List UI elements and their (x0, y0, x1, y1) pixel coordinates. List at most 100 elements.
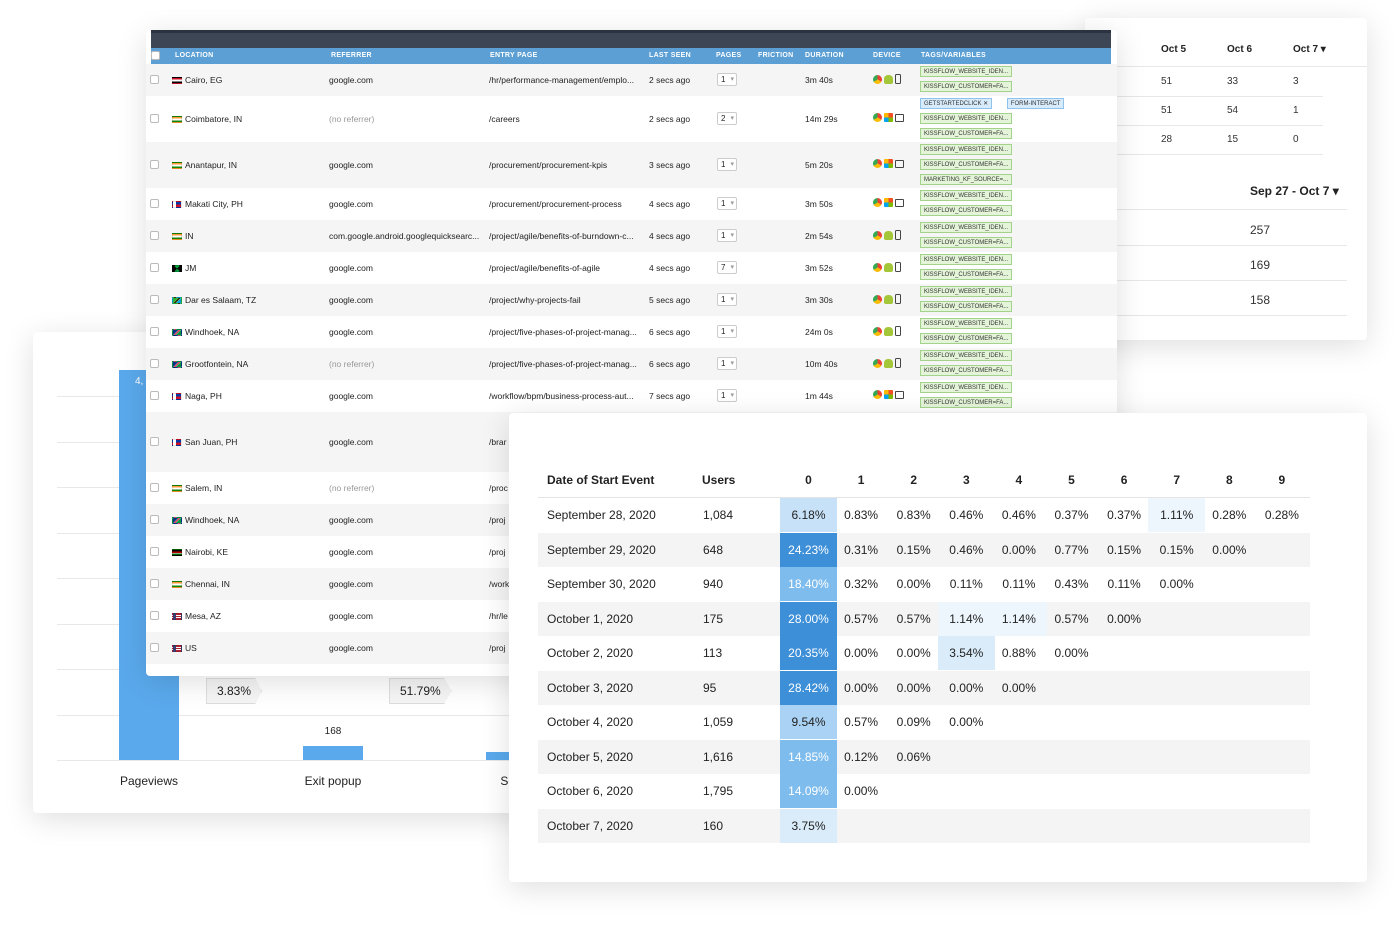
retention-cell[interactable]: 0.37% (1107, 508, 1142, 522)
retention-cell[interactable]: 28.42% (780, 670, 837, 705)
tag-chip[interactable]: KISSFLOW_CUSTOMER=FA... (920, 397, 1013, 408)
col-friction[interactable]: FRICTION (758, 52, 794, 59)
row-checkbox[interactable] (150, 643, 159, 652)
retention-cell[interactable]: 1.14% (937, 601, 995, 636)
row-checkbox[interactable] (150, 579, 159, 588)
date-range-dropdown[interactable]: Sep 27 - Oct 7 ▾ (1250, 184, 1339, 198)
retention-cell[interactable]: 0.15% (1107, 542, 1142, 557)
tag-chip[interactable]: KISSFLOW_WEBSITE_IDEN... (920, 350, 1013, 361)
retention-cell[interactable]: 0.06% (896, 749, 931, 764)
row-checkbox[interactable] (150, 391, 159, 400)
table-row[interactable]: Windhoek, NA google.com/project/five-phas… (146, 316, 1117, 348)
retention-cell[interactable]: 0.37% (1054, 508, 1089, 522)
tag-chip[interactable]: KISSFLOW_CUSTOMER=FA... (920, 158, 1013, 170)
retention-cell[interactable]: 0.00% (1054, 646, 1089, 660)
cohort-row[interactable]: October 3, 2020 95 28.42% 0.00% 0.00% 0.00% 0.… (538, 670, 1310, 705)
row-checkbox[interactable] (150, 231, 159, 240)
retention-cell[interactable]: 0.00% (1212, 542, 1247, 557)
entry-page-link[interactable]: /work (489, 579, 510, 589)
cohort-row[interactable]: October 1, 2020 175 28.00% 0.57% 0.57% 1.14% 1… (538, 601, 1310, 636)
retention-cell[interactable]: 0.11% (949, 577, 983, 591)
retention-cell[interactable]: 0.32% (844, 577, 879, 591)
retention-cell[interactable]: 0.00% (1001, 680, 1036, 695)
pages-dropdown[interactable]: 1 (717, 357, 737, 370)
tag-chip[interactable]: KISSFLOW_CUSTOMER=FA... (920, 365, 1013, 376)
row-checkbox[interactable] (150, 359, 159, 368)
retention-cell[interactable]: 0.00% (844, 680, 879, 695)
retention-cell[interactable]: 0.57% (1054, 611, 1089, 626)
retention-cell[interactable]: 0.46% (1001, 508, 1036, 522)
retention-cell[interactable]: 0.77% (1054, 542, 1089, 557)
tag-chip[interactable]: MARKETING_KF_SOURCE=... (920, 173, 1013, 185)
tag-chip[interactable]: GETSTARTEDCLICK ✕ (920, 97, 993, 109)
table-row[interactable]: Anantapur, IN google.com/procurement/proc… (146, 142, 1117, 188)
retention-cell[interactable]: 0.00% (949, 680, 984, 695)
retention-cell[interactable]: 0.83% (844, 508, 879, 522)
cohort-row[interactable]: October 5, 2020 1,616 14.85% 0.12% 0.06% (538, 739, 1310, 774)
cohort-row[interactable]: September 28, 2020 1,084 6.18% 0.83% 0.83% 0.… (538, 498, 1310, 532)
entry-page-link[interactable]: /workflow/bpm/business-process-aut... (489, 391, 634, 401)
retention-cell[interactable]: 0.00% (1001, 542, 1036, 557)
row-checkbox[interactable] (150, 611, 159, 620)
tag-chip[interactable]: KISSFLOW_WEBSITE_IDEN... (920, 382, 1013, 393)
table-row[interactable]: JM google.com/project/agile/benefits-of-a… (146, 252, 1117, 284)
retention-cell[interactable]: 0.00% (896, 577, 931, 591)
retention-cell[interactable]: 0.00% (1107, 611, 1142, 626)
date-column-header[interactable]: Oct 5 (1161, 44, 1187, 55)
retention-cell[interactable]: 0.46% (949, 542, 984, 557)
entry-page-link[interactable]: /project/five-phases-of-project-manag... (489, 359, 637, 369)
date-column-header[interactable]: Oct 7 ▾ (1293, 44, 1326, 55)
pages-dropdown[interactable]: 1 (717, 197, 737, 210)
retention-cell[interactable]: 3.75% (780, 808, 837, 843)
row-checkbox[interactable] (150, 483, 159, 492)
retention-cell[interactable]: 0.00% (896, 646, 931, 660)
row-checkbox[interactable] (150, 515, 159, 524)
retention-cell[interactable]: 0.00% (844, 646, 879, 660)
retention-cell[interactable]: 20.35% (780, 636, 837, 670)
entry-page-link[interactable]: /project/agile/benefits-of-burndown-c... (489, 231, 634, 241)
col-device[interactable]: DEVICE (873, 52, 901, 59)
pages-dropdown[interactable]: 2 (717, 112, 737, 125)
entry-page-link[interactable]: /project/why-projects-fail (489, 295, 581, 305)
retention-cell[interactable]: 0.83% (896, 508, 931, 522)
col-pages[interactable]: PAGES (716, 52, 742, 59)
retention-cell[interactable]: 0.00% (949, 715, 984, 729)
row-checkbox[interactable] (150, 327, 159, 336)
funnel-bar[interactable] (303, 745, 363, 760)
row-checkbox[interactable] (150, 114, 159, 123)
entry-page-link[interactable]: /proc (489, 483, 508, 493)
row-checkbox[interactable] (150, 295, 159, 304)
retention-cell[interactable]: 0.88% (1001, 646, 1036, 660)
retention-cell[interactable]: 0.12% (844, 749, 879, 764)
col-entry-page[interactable]: ENTRY PAGE (490, 52, 538, 59)
retention-cell[interactable]: 6.18% (780, 498, 837, 532)
col-location[interactable]: LOCATION (175, 52, 214, 59)
tag-chip[interactable]: KISSFLOW_CUSTOMER=FA... (920, 333, 1013, 344)
retention-cell[interactable]: 0.43% (1054, 577, 1089, 591)
table-row[interactable]: Makati City, PH google.com/procurement/pr… (146, 188, 1117, 220)
col-duration[interactable]: DURATION (805, 52, 844, 59)
cohort-row[interactable]: September 29, 2020 648 24.23% 0.31% 0.15% 0.4… (538, 532, 1310, 567)
table-row[interactable]: Cairo, EG google.com/hr/performance-manag… (146, 64, 1117, 96)
tag-chip[interactable]: KISSFLOW_WEBSITE_IDEN... (920, 66, 1013, 77)
retention-cell[interactable]: 1.14% (990, 601, 1048, 636)
table-row[interactable]: IN com.google.android.googlequicksearc...… (146, 220, 1117, 252)
tag-chip[interactable]: KISSFLOW_CUSTOMER=FA... (920, 81, 1013, 92)
cohort-row[interactable]: September 30, 2020 940 18.40% 0.32% 0.00% 0.1… (538, 567, 1310, 601)
entry-page-link[interactable]: /hr/performance-management/emplo... (489, 75, 635, 85)
entry-page-link[interactable]: /proj (489, 515, 506, 525)
retention-cell[interactable]: 0.15% (1159, 542, 1194, 557)
retention-cell[interactable]: 0.31% (844, 542, 879, 557)
tag-chip[interactable]: KISSFLOW_CUSTOMER=FA... (920, 205, 1013, 216)
table-row[interactable]: Grootfontein, NA (no referrer) /project/fi… (146, 348, 1117, 380)
tag-chip[interactable]: KISSFLOW_CUSTOMER=FA... (920, 237, 1013, 248)
retention-cell[interactable]: 0.46% (949, 508, 984, 522)
table-row[interactable]: Coimbatore, IN (no referrer) /careers 2 sec… (146, 96, 1117, 142)
cohort-row[interactable]: October 6, 2020 1,795 14.09% 0.00% (538, 774, 1310, 808)
tag-chip[interactable]: KISSFLOW_CUSTOMER=FA... (920, 301, 1013, 312)
entry-page-link[interactable]: /project/agile/benefits-of-agile (489, 263, 601, 273)
retention-cell[interactable]: 0.15% (896, 542, 931, 557)
select-all-checkbox[interactable] (151, 51, 160, 60)
retention-cell[interactable]: 24.23% (780, 532, 837, 567)
tag-chip[interactable]: KISSFLOW_CUSTOMER=FA... (920, 127, 1013, 139)
